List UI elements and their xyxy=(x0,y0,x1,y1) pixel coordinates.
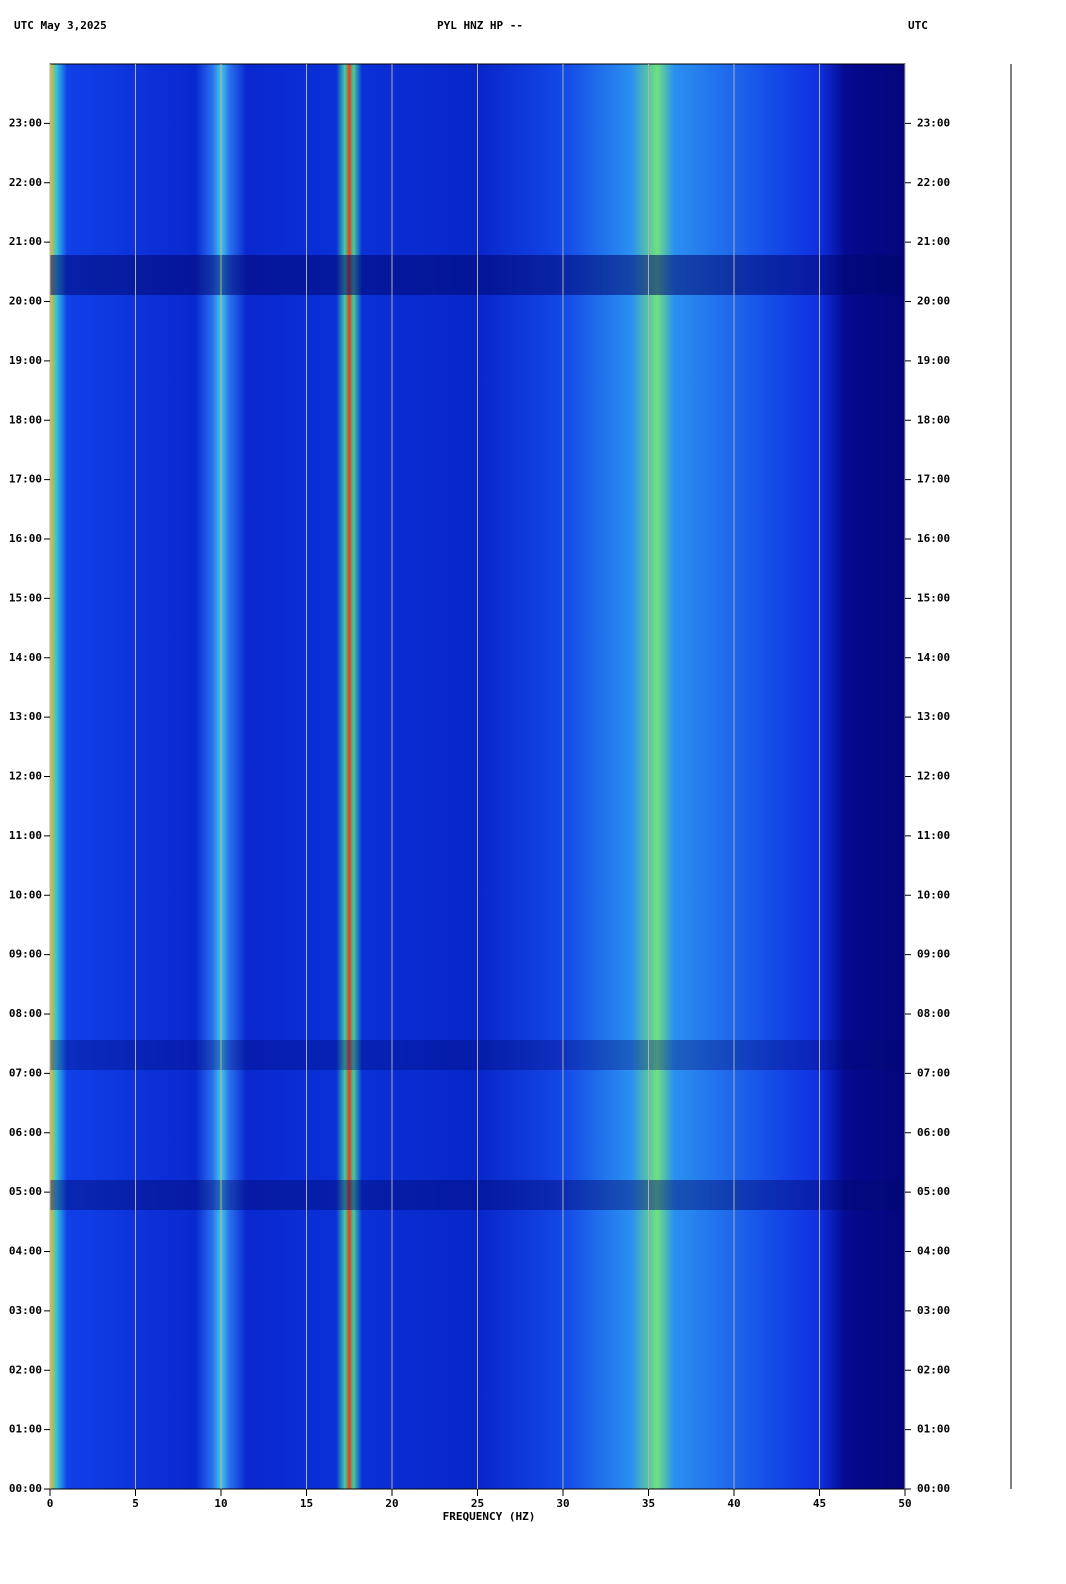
x-tick-label: 30 xyxy=(556,1497,569,1510)
y-tick-label: 13:00 xyxy=(917,710,950,723)
y-tick-label: 06:00 xyxy=(917,1126,950,1139)
y-tick-label: 12:00 xyxy=(9,770,42,783)
x-tick-label: 40 xyxy=(727,1497,740,1510)
x-tick-label: 25 xyxy=(471,1497,484,1510)
y-tick-label: 22:00 xyxy=(9,176,42,189)
y-tick-label: 07:00 xyxy=(9,1066,42,1079)
y-tick-label: 02:00 xyxy=(9,1363,42,1376)
x-tick-label: 35 xyxy=(642,1497,655,1510)
y-tick-label: 01:00 xyxy=(9,1423,42,1436)
y-tick-label: 02:00 xyxy=(917,1363,950,1376)
right-header: UTC xyxy=(908,19,928,32)
y-tick-label: 14:00 xyxy=(9,651,42,664)
x-tick-label: 20 xyxy=(385,1497,398,1510)
left-header: UTC May 3,2025 xyxy=(14,19,107,32)
y-tick-label: 10:00 xyxy=(9,888,42,901)
y-tick-label: 21:00 xyxy=(917,235,950,248)
y-tick-label: 14:00 xyxy=(917,651,950,664)
y-tick-label: 23:00 xyxy=(9,116,42,129)
y-tick-label: 11:00 xyxy=(9,829,42,842)
y-tick-label: 19:00 xyxy=(9,354,42,367)
y-tick-label: 11:00 xyxy=(917,829,950,842)
x-tick-label: 45 xyxy=(813,1497,826,1510)
y-tick-label: 05:00 xyxy=(917,1185,950,1198)
y-tick-label: 17:00 xyxy=(9,473,42,486)
y-tick-label: 12:00 xyxy=(917,770,950,783)
y-tick-label: 16:00 xyxy=(917,532,950,545)
y-tick-label: 01:00 xyxy=(917,1423,950,1436)
y-tick-label: 04:00 xyxy=(9,1245,42,1258)
y-tick-label: 08:00 xyxy=(9,1007,42,1020)
y-tick-label: 00:00 xyxy=(917,1482,950,1495)
y-tick-label: 07:00 xyxy=(917,1066,950,1079)
y-tick-label: 18:00 xyxy=(9,413,42,426)
y-tick-label: 06:00 xyxy=(9,1126,42,1139)
y-tick-label: 05:00 xyxy=(9,1185,42,1198)
chart-title: PYL HNZ HP -- xyxy=(437,19,523,32)
y-tick-label: 15:00 xyxy=(917,591,950,604)
x-tick-label: 0 xyxy=(47,1497,54,1510)
y-tick-label: 22:00 xyxy=(917,176,950,189)
y-tick-label: 09:00 xyxy=(9,948,42,961)
x-tick-label: 50 xyxy=(898,1497,911,1510)
y-tick-label: 21:00 xyxy=(9,235,42,248)
x-tick-label: 5 xyxy=(132,1497,139,1510)
y-tick-label: 10:00 xyxy=(917,888,950,901)
y-tick-label: 20:00 xyxy=(917,295,950,308)
y-tick-label: 20:00 xyxy=(9,295,42,308)
y-tick-label: 03:00 xyxy=(917,1304,950,1317)
y-tick-label: 19:00 xyxy=(917,354,950,367)
x-axis-label: FREQUENCY (HZ) xyxy=(443,1510,536,1523)
y-tick-label: 23:00 xyxy=(917,116,950,129)
y-tick-label: 13:00 xyxy=(9,710,42,723)
y-tick-label: 18:00 xyxy=(917,413,950,426)
x-tick-label: 10 xyxy=(214,1497,227,1510)
y-tick-label: 00:00 xyxy=(9,1482,42,1495)
y-tick-label: 16:00 xyxy=(9,532,42,545)
x-tick-label: 15 xyxy=(300,1497,313,1510)
y-tick-label: 15:00 xyxy=(9,591,42,604)
y-tick-label: 17:00 xyxy=(917,473,950,486)
y-tick-label: 09:00 xyxy=(917,948,950,961)
y-tick-label: 08:00 xyxy=(917,1007,950,1020)
y-tick-label: 04:00 xyxy=(917,1245,950,1258)
y-tick-label: 03:00 xyxy=(9,1304,42,1317)
